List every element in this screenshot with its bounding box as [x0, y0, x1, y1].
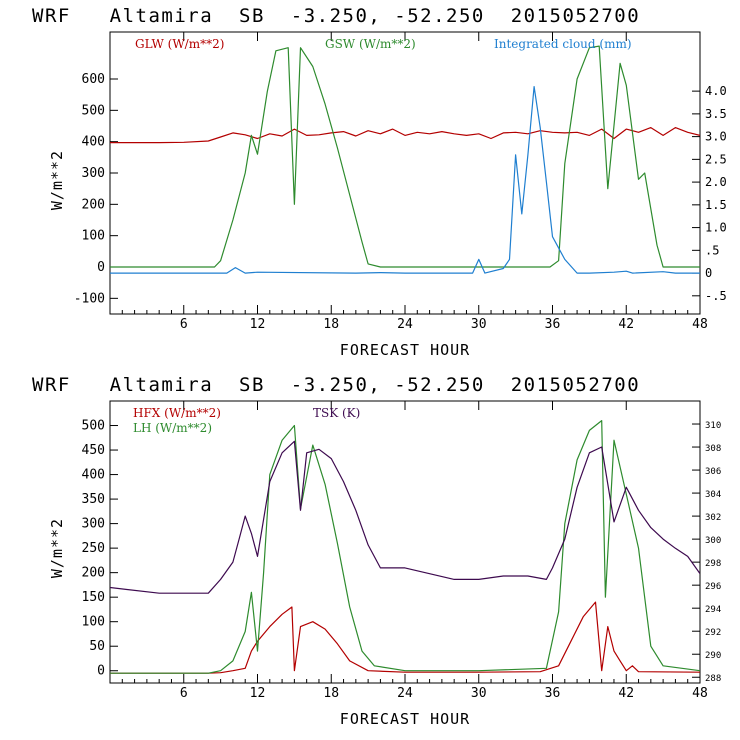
chart-2-y2tick-label: 298: [705, 559, 721, 569]
chart-2-xtick-label: 42: [618, 686, 634, 701]
chart-2-legend-hfx: HFX (W/m**2): [133, 406, 221, 420]
chart-1-y2tick-label: 1.5: [705, 198, 727, 212]
chart-1-xtick-label: 12: [250, 317, 266, 332]
chart-2-y2tick-label: 290: [705, 651, 721, 661]
chart-2-xtick-label: 48: [692, 686, 708, 701]
chart-2-ytick-label: 400: [82, 468, 105, 483]
chart-2-xtick-label: 36: [545, 686, 561, 701]
chart-2-y2tick-label: 310: [705, 421, 721, 431]
chart-2-ticks: 6 12 18 24 30 36 42 48 0 50 100 150 200 250 300 350 400 4…: [82, 401, 721, 701]
chart-1-title: WRF Altamira SB -3.250, -52.250 20150527…: [32, 5, 640, 27]
chart-2-ytick-label: 300: [82, 517, 105, 532]
chart-2-xtick-label: 30: [471, 686, 487, 701]
chart-1-y2tick-label: 2.5: [705, 152, 727, 166]
chart-2-y2tick-label: 300: [705, 536, 721, 546]
chart-1-ytick-label: 0: [97, 260, 105, 275]
chart-2-legend-lh: LH (W/m**2): [133, 421, 212, 435]
chart-2-ytick-label: 450: [82, 443, 105, 458]
chart-2-y2tick-label: 288: [705, 674, 721, 684]
chart-1-ytick-label: 400: [82, 135, 105, 150]
chart-2-xtick-label: 24: [397, 686, 413, 701]
chart-1-xtick-label: 6: [180, 317, 188, 332]
chart-1-y2tick-label: .5: [705, 243, 719, 257]
chart-2-y2tick-label: 304: [705, 490, 721, 500]
chart-2-series-purple-line: [110, 440, 700, 594]
chart-2-series: [110, 420, 700, 674]
chart-1-ytick-label: 100: [82, 229, 105, 244]
chart-2-y2tick-label: 294: [705, 605, 721, 615]
chart-2-title: WRF Altamira SB -3.250, -52.250 20150527…: [32, 374, 640, 396]
chart-1: WRF Altamira SB -3.250, -52.250 20150527…: [32, 5, 727, 359]
chart-1-y2tick-label: -.5: [705, 289, 727, 303]
chart-1-xtick-label: 18: [323, 317, 339, 332]
chart-2-series-green-line: [110, 420, 700, 674]
chart-2-y2tick-label: 292: [705, 628, 721, 638]
chart-1-xtick-label: 36: [545, 317, 561, 332]
chart-1-xtick-label: 42: [618, 317, 634, 332]
chart-1-y2tick-label: 0: [705, 266, 712, 280]
chart-1-ticks: 6 12 18 24 30 36 42 48 -100 0 100 200 300 400 500 600 -.…: [74, 32, 727, 332]
chart-2-xtick-label: 6: [180, 686, 188, 701]
chart-1-y2tick-label: 3.5: [705, 107, 727, 121]
chart-1-legend-cloud: Integrated cloud (mm): [494, 37, 632, 51]
chart-2-y2tick-label: 296: [705, 582, 721, 592]
chart-1-y2tick-label: 3.0: [705, 130, 727, 144]
chart-2-xtick-label: 12: [250, 686, 266, 701]
chart-2: WRF Altamira SB -3.250, -52.250 20150527…: [32, 374, 721, 728]
chart-2-y2tick-label: 308: [705, 444, 721, 454]
chart-1-legend-gsw: GSW (W/m**2): [325, 37, 416, 51]
chart-2-ytick-label: 100: [82, 615, 105, 630]
chart-1-series-green-line: [110, 45, 700, 268]
chart-1-ytick-label: 600: [82, 72, 105, 87]
chart-2-ylabel: W/m**2: [48, 518, 66, 578]
chart-1-y2tick-label: 1.0: [705, 221, 727, 235]
chart-1-series-red-line: [110, 127, 700, 144]
chart-2-ytick-label: 350: [82, 492, 105, 507]
chart-1-legend-glw: GLW (W/m**2): [135, 37, 224, 51]
chart-2-legend-tsk: TSK (K): [313, 406, 360, 420]
chart-1-ytick-label: 500: [82, 103, 105, 118]
chart-2-y2tick-label: 306: [705, 467, 721, 477]
chart-2-ytick-label: 500: [82, 419, 105, 434]
chart-2-ytick-label: 150: [82, 590, 105, 605]
chart-1-xtick-label: 30: [471, 317, 487, 332]
chart-1-ylabel: W/m**2: [48, 150, 66, 210]
chart-1-y2tick-label: 2.0: [705, 175, 727, 189]
chart-2-ytick-label: 200: [82, 566, 105, 581]
chart-2-ytick-label: 50: [89, 639, 105, 654]
chart-2-xtick-label: 18: [323, 686, 339, 701]
chart-1-xlabel: FORECAST HOUR: [340, 341, 470, 359]
chart-2-y2tick-label: 302: [705, 513, 721, 523]
chart-1-series: [110, 45, 700, 274]
chart-1-ytick-label: 300: [82, 166, 105, 181]
chart-1-y2tick-label: 4.0: [705, 84, 727, 98]
chart-1-ytick-label: -100: [74, 291, 105, 306]
chart-1-xtick-label: 48: [692, 317, 708, 332]
chart-1-ytick-label: 200: [82, 197, 105, 212]
chart-2-xlabel: FORECAST HOUR: [340, 710, 470, 728]
chart-2-ytick-label: 250: [82, 541, 105, 556]
chart-2-series-red-line: [110, 601, 700, 674]
chart-2-ytick-label: 0: [97, 664, 105, 679]
chart-1-series-blue-line: [110, 86, 700, 274]
chart-1-xtick-label: 24: [397, 317, 413, 332]
